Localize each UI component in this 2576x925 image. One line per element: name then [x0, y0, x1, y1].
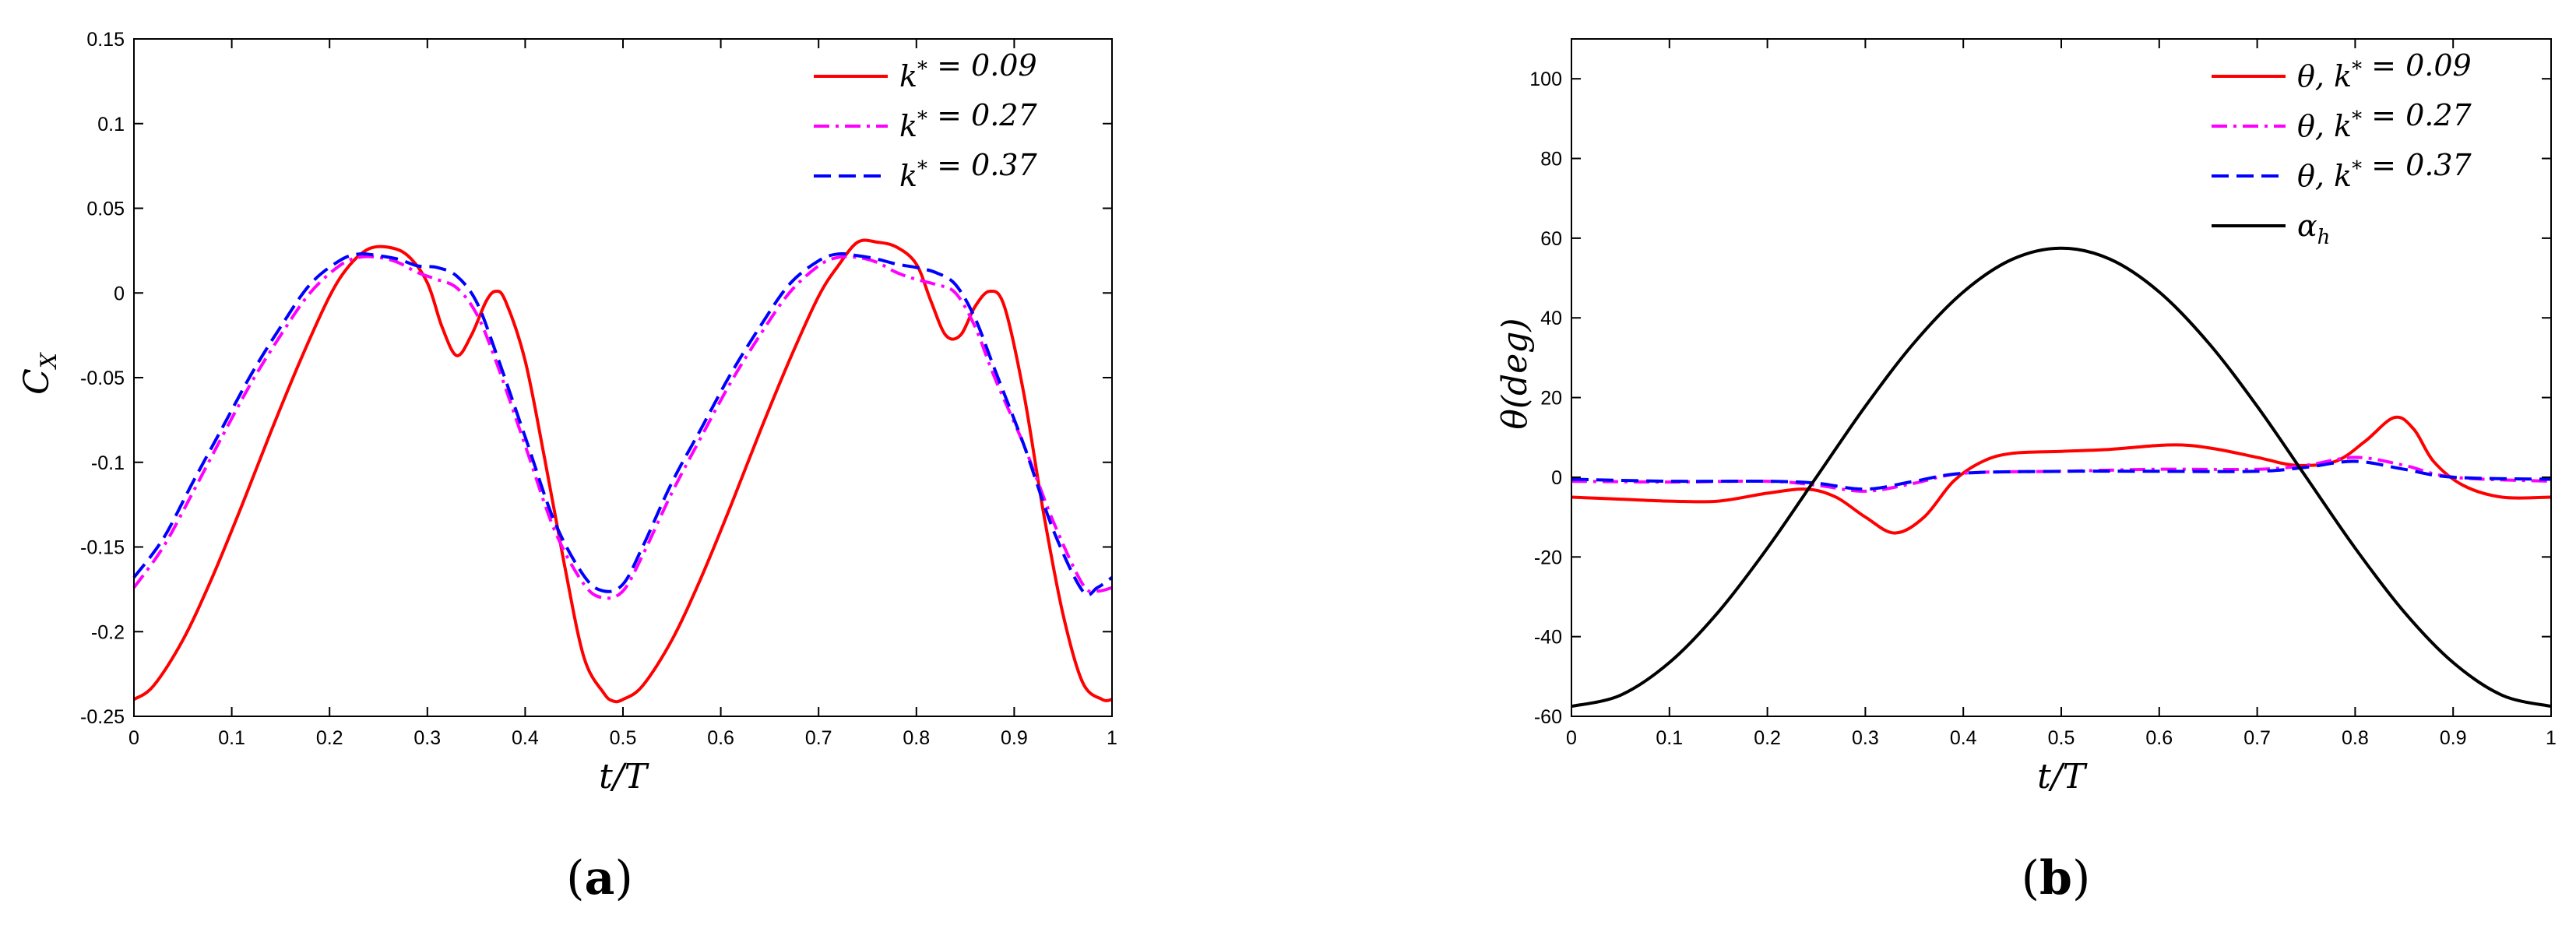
legend-label: k* = 0.09 — [899, 48, 1037, 93]
y-axis-label-a: CX — [17, 352, 62, 395]
y-tick-label: -40 — [1534, 627, 1562, 649]
y-tick-label: 40 — [1540, 308, 1562, 329]
chart-b: 0 0.1 0.2 0.3 0.4 0.5 0.6 0.7 0.8 0.9 1 -60 -40 -20 0 2… — [1495, 38, 2557, 906]
x-tick-label: 0.9 — [2440, 727, 2467, 749]
x-tick-label: 0.1 — [1656, 727, 1683, 749]
x-tick-label: 0.5 — [610, 727, 637, 749]
legend-label: θ, k* = 0.09 — [2297, 48, 2472, 93]
legend-a: k* = 0.09 k* = 0.27 k* = 0.37 — [814, 48, 1037, 193]
legend-label: θ, k* = 0.37 — [2297, 148, 2472, 193]
chart-a: 0 0.1 0.2 0.3 0.4 0.5 0.6 0.7 0.8 0.9 1 -0.25 -0.2 -0… — [17, 29, 1117, 906]
x-tick-label: 1 — [1107, 727, 1117, 749]
y-tick-label: -0.25 — [80, 706, 125, 728]
legend-label: θ, k* = 0.27 — [2297, 98, 2472, 143]
legend-label: k* = 0.27 — [899, 98, 1037, 143]
y-tick-label: 0 — [1551, 467, 1562, 489]
x-tick-label: 0 — [128, 727, 139, 749]
series-line-3 — [132, 251, 1114, 596]
y-tick-label: 20 — [1540, 388, 1562, 410]
y-tick-label: -0.1 — [91, 452, 125, 474]
x-tick-label: 0.3 — [413, 727, 441, 749]
legend-b: θ, k* = 0.09 θ, k* = 0.27 θ, k* = 0.37 αh — [2212, 48, 2472, 249]
series-line-3 — [1571, 459, 2552, 491]
x-tick-label: 0.1 — [218, 727, 245, 749]
x-tick-label: 0.2 — [1754, 727, 1781, 749]
caption-a: (a) — [566, 851, 633, 906]
y-tick-label: -60 — [1534, 706, 1562, 728]
y-tick-label: 0.15 — [86, 29, 125, 51]
x-tick-label: 0.4 — [1950, 727, 1977, 749]
x-axis-label-a: t/T — [599, 757, 650, 797]
x-tick-label: 0.7 — [2243, 727, 2271, 749]
y-tick-label: -20 — [1534, 547, 1562, 568]
x-tick-label: 0.6 — [707, 727, 734, 749]
y-tick-label: 0.05 — [86, 199, 125, 220]
y-tick-label: 100 — [1529, 69, 1562, 90]
series-line-2 — [132, 255, 1113, 600]
x-tick-label: 0.7 — [805, 727, 832, 749]
y-axis-label-b: θ(deg) — [1495, 318, 1535, 429]
x-tick-label: 0.2 — [316, 727, 343, 749]
x-tick-label: 0 — [1566, 727, 1577, 749]
legend-label: αh — [2297, 209, 2330, 249]
y-tick-label: -0.15 — [80, 537, 125, 559]
y-tick-label: 80 — [1540, 149, 1562, 171]
y-tick-label: 0 — [114, 283, 125, 304]
y-tick-label: 0.1 — [97, 114, 125, 135]
series-line-2 — [1571, 455, 2552, 493]
y-tick-label: -0.2 — [91, 621, 125, 643]
x-axis-label-b: t/T — [2037, 757, 2089, 797]
series-line-1 — [132, 238, 1113, 704]
x-tick-label: 0.8 — [2342, 727, 2369, 749]
series-line-4 — [1571, 246, 2552, 709]
y-tick-label: 60 — [1540, 228, 1562, 250]
x-tick-label: 0.3 — [1852, 727, 1879, 749]
x-tick-label: 0.9 — [1001, 727, 1028, 749]
series-line-1 — [1571, 415, 2552, 535]
x-tick-label: 0.5 — [2048, 727, 2075, 749]
x-tick-label: 1 — [2546, 727, 2557, 749]
x-tick-label: 0.6 — [2145, 727, 2173, 749]
x-tick-label: 0.4 — [512, 727, 539, 749]
y-tick-label: -0.05 — [80, 368, 125, 389]
legend-label: k* = 0.37 — [899, 148, 1037, 193]
x-tick-label: 0.8 — [903, 727, 930, 749]
caption-b: (b) — [2022, 851, 2091, 906]
